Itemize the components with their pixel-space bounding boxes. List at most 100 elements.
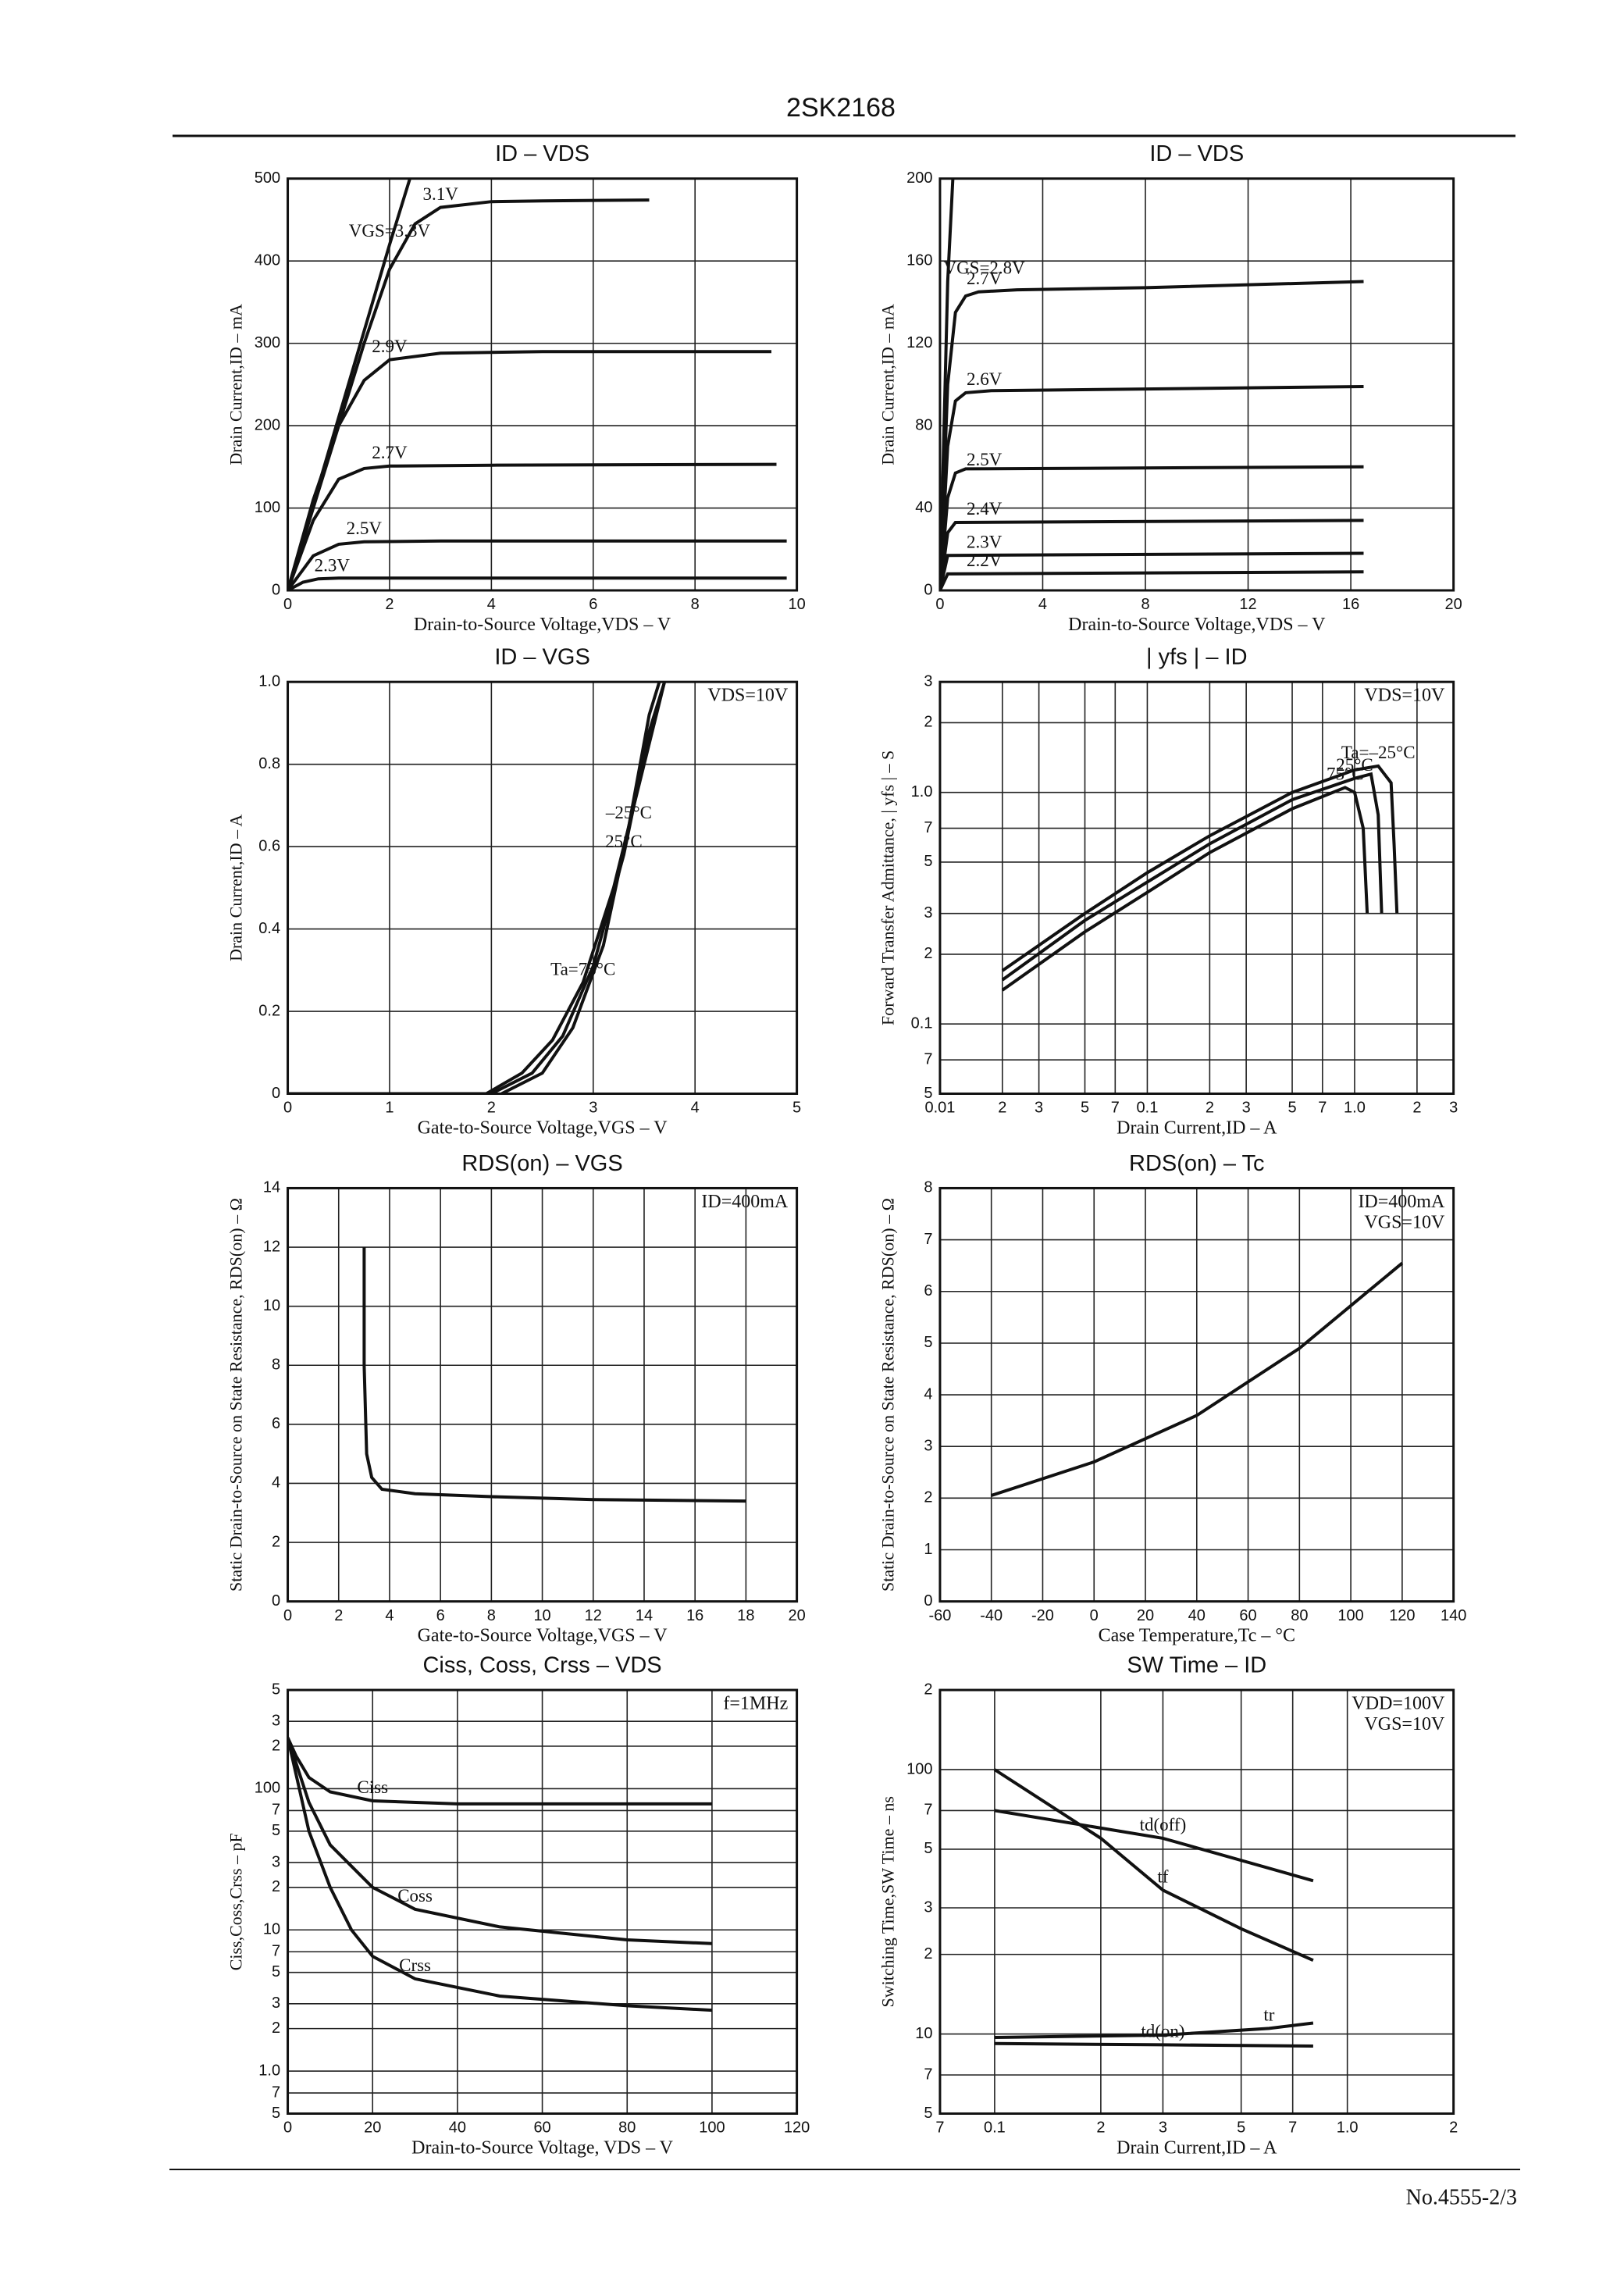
x-tick-label: 0 bbox=[935, 596, 944, 613]
curve bbox=[939, 280, 1364, 590]
curve-label: tf bbox=[1157, 1867, 1168, 1887]
x-tick-label: 5 bbox=[1081, 1100, 1089, 1117]
y-tick-label: 0.8 bbox=[258, 755, 280, 772]
annotation: ID=400mA bbox=[701, 1192, 789, 1212]
y-tick-label: 10 bbox=[263, 1297, 280, 1314]
plot-frame bbox=[287, 1688, 799, 2115]
y-tick-label: 0 bbox=[272, 1592, 280, 1610]
x-tick-label: 7 bbox=[1288, 2119, 1297, 2137]
curve bbox=[1001, 786, 1369, 992]
x-tick-label: 2 bbox=[334, 1607, 343, 1624]
chart: ID – VDS Drain-to-Source Voltage,VDS – V D… bbox=[878, 141, 1462, 635]
x-tick-label: 2 bbox=[1096, 2119, 1105, 2137]
y-tick-label: 0 bbox=[924, 1592, 932, 1610]
x-tick-label: 12 bbox=[1239, 596, 1256, 613]
x-tick-label: 8 bbox=[487, 1607, 496, 1624]
x-tick-label: 1 bbox=[385, 1100, 394, 1117]
y-tick-label: 4 bbox=[272, 1474, 280, 1492]
annotation: VDD=100V bbox=[1352, 1693, 1445, 1713]
x-tick-label: 20 bbox=[788, 1607, 805, 1624]
x-axis-label: Gate-to-Source Voltage,VGS – V bbox=[418, 1626, 668, 1646]
y-tick-label: 2 bbox=[924, 1489, 932, 1506]
x-tick-label: 4 bbox=[487, 596, 496, 613]
x-axis-label: Drain-to-Source Voltage, VDS – V bbox=[411, 2137, 674, 2158]
curve-label: 2.4V bbox=[967, 499, 1003, 519]
curve bbox=[287, 576, 787, 590]
x-tick-label: 0 bbox=[283, 2119, 292, 2137]
x-tick-label: 0.01 bbox=[924, 1100, 955, 1117]
y-tick-label: 2 bbox=[924, 1945, 932, 1963]
x-axis-label: Case Temperature,Tc – °C bbox=[1099, 1626, 1295, 1646]
x-tick-label: -60 bbox=[928, 1607, 951, 1624]
curve bbox=[939, 570, 1364, 590]
y-tick-label: 0 bbox=[272, 1085, 280, 1102]
curve-label: 2.6V bbox=[967, 369, 1003, 389]
curve-label: Ciss bbox=[357, 1777, 388, 1797]
x-tick-label: 3 bbox=[1449, 1100, 1458, 1117]
plot-frame bbox=[938, 1186, 1455, 1603]
curve bbox=[939, 519, 1364, 590]
x-axis-label: Drain-to-Source Voltage,VDS – V bbox=[1068, 615, 1326, 635]
y-tick-label: 3 bbox=[924, 1437, 932, 1454]
y-tick-label: 3 bbox=[924, 672, 932, 690]
y-tick-label: 2 bbox=[272, 1737, 280, 1754]
annotation: VGS=10V bbox=[1364, 1714, 1445, 1734]
x-tick-label: 7 bbox=[1318, 1100, 1327, 1117]
curve bbox=[939, 385, 1364, 590]
y-tick-label: 200 bbox=[906, 169, 932, 187]
plot-frame bbox=[287, 177, 799, 592]
y-tick-label: 1.0 bbox=[911, 783, 933, 800]
x-tick-label: 140 bbox=[1441, 1607, 1466, 1624]
y-tick-label: 7 bbox=[272, 1802, 280, 1819]
x-tick-label: 10 bbox=[788, 596, 805, 613]
y-tick-label: 5 bbox=[272, 2105, 280, 2122]
curve-label: 3.1V bbox=[422, 184, 458, 204]
y-tick-label: 100 bbox=[255, 1780, 280, 1797]
chart-title: ID – VGS bbox=[494, 645, 590, 670]
chart-title: | yfs | – ID bbox=[1146, 645, 1247, 670]
plot-frame bbox=[287, 680, 799, 1095]
chart: | yfs | – ID Drain Current,ID – A Forward … bbox=[878, 645, 1458, 1139]
x-tick-label: 4 bbox=[691, 1100, 700, 1117]
x-axis-label: Drain Current,ID – A bbox=[1116, 1118, 1277, 1138]
x-tick-label: 4 bbox=[1038, 596, 1047, 613]
chart-title: RDS(on) – VGS bbox=[461, 1151, 622, 1176]
x-tick-label: 100 bbox=[1337, 1607, 1363, 1624]
x-tick-label: 16 bbox=[1342, 596, 1359, 613]
curve bbox=[287, 1737, 713, 2012]
y-tick-label: 100 bbox=[255, 499, 280, 516]
curve-label: –25°C bbox=[605, 803, 652, 822]
y-tick-label: 8 bbox=[272, 1356, 280, 1374]
x-tick-label: 120 bbox=[1389, 1607, 1415, 1624]
x-tick-label: 80 bbox=[1291, 1607, 1308, 1624]
annotation: VGS=10V bbox=[1364, 1212, 1445, 1232]
y-tick-label: 5 bbox=[924, 1085, 932, 1102]
y-tick-label: 120 bbox=[906, 334, 932, 351]
curve bbox=[287, 1737, 712, 1806]
x-tick-label: 5 bbox=[792, 1100, 801, 1117]
y-tick-label: 0 bbox=[924, 581, 932, 598]
curve bbox=[993, 1768, 1314, 1963]
y-tick-label: 2 bbox=[272, 2020, 280, 2037]
x-tick-label: 20 bbox=[1137, 1607, 1154, 1624]
y-tick-label: 14 bbox=[263, 1179, 280, 1196]
curve bbox=[994, 2021, 1314, 2039]
y-tick-label: 200 bbox=[255, 416, 280, 433]
y-tick-label: 7 bbox=[924, 1050, 932, 1068]
x-tick-label: 6 bbox=[589, 596, 597, 613]
x-tick-label: 7 bbox=[935, 2119, 944, 2137]
chart: ID – VGS Gate-to-Source Voltage,VGS – V Dr… bbox=[226, 645, 801, 1139]
curve-label: 2.2V bbox=[967, 551, 1003, 570]
curve bbox=[287, 1737, 712, 1945]
y-tick-label: 6 bbox=[924, 1282, 932, 1299]
chart: SW Time – ID Drain Current,ID – A Switchin… bbox=[878, 1652, 1458, 2158]
x-tick-label: 4 bbox=[385, 1607, 394, 1624]
plot-frame bbox=[938, 680, 1455, 1095]
curve bbox=[287, 462, 777, 590]
y-axis-label: Switching Time,SW Time – ns bbox=[878, 1796, 898, 2007]
y-tick-label: 3 bbox=[272, 1712, 280, 1729]
x-tick-label: 40 bbox=[449, 2119, 466, 2137]
x-tick-label: 14 bbox=[636, 1607, 653, 1624]
y-tick-label: 5 bbox=[924, 1840, 932, 1857]
chart: RDS(on) – VGS Gate-to-Source Voltage,VGS … bbox=[226, 1151, 805, 1646]
